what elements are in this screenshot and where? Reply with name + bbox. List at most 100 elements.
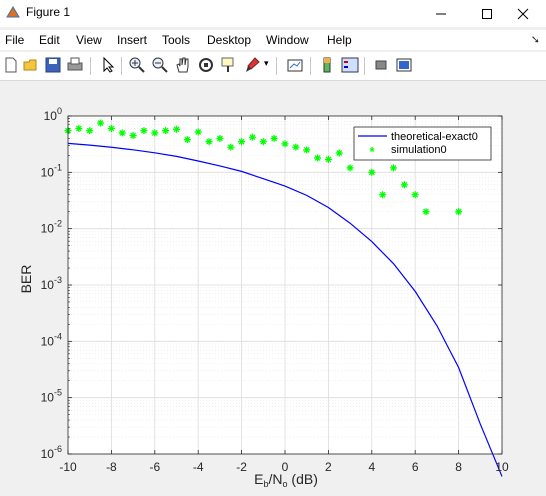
menu-view[interactable]: View xyxy=(76,33,102,47)
y-tick-label: 10-2 xyxy=(41,219,62,236)
x-axis-label: Eb/No (dB) xyxy=(254,471,318,489)
sim-marker xyxy=(248,133,256,141)
menu-file[interactable]: File xyxy=(5,33,25,47)
minimize-button[interactable] xyxy=(418,0,464,27)
pan-hand-icon[interactable] xyxy=(174,56,192,74)
legend-box xyxy=(353,126,492,161)
menu-dock-arrow-icon[interactable]: ➘ xyxy=(530,34,540,46)
figure-toolbar: ▾ xyxy=(0,52,546,81)
close-icon xyxy=(517,8,529,20)
sim-marker xyxy=(205,138,213,146)
minimize-icon xyxy=(436,13,446,15)
x-tick-label: 6 xyxy=(412,460,419,474)
toolbar-separator xyxy=(90,57,91,75)
toolbar-separator xyxy=(276,57,277,75)
colorbar-icon[interactable] xyxy=(318,56,336,74)
maximize-icon xyxy=(482,9,492,19)
legend-sim-swatch: * xyxy=(369,144,375,159)
sim-marker xyxy=(107,124,115,132)
figure-canvas: -10 -8 -6 -4 -2 0 2 4 6 8 10 100 10-1 10-2 10-3 10-4 10-… xyxy=(0,81,546,491)
y-tick-label: 10-6 xyxy=(41,444,62,461)
sim-marker xyxy=(118,129,126,137)
sim-marker xyxy=(173,125,180,133)
x-tick-label: 4 xyxy=(368,460,375,474)
menu-insert[interactable]: Insert xyxy=(117,33,148,47)
y-tick-label: 10-5 xyxy=(41,388,62,405)
legend-theory-label: theoretical-exact0 xyxy=(391,131,478,143)
sim-marker xyxy=(292,143,300,151)
sim-marker xyxy=(75,124,83,132)
legend-icon[interactable] xyxy=(341,56,359,74)
close-button[interactable] xyxy=(500,0,546,27)
sim-marker xyxy=(400,181,408,189)
open-file-icon[interactable] xyxy=(22,56,40,74)
sim-marker xyxy=(270,134,278,142)
hide-plot-tools-icon[interactable] xyxy=(372,56,390,74)
menu-desktop[interactable]: Desktop xyxy=(207,33,252,47)
data-cursor-icon[interactable] xyxy=(220,56,238,74)
sim-marker xyxy=(455,208,463,216)
new-figure-icon[interactable] xyxy=(2,56,20,74)
y-tick-label: 100 xyxy=(44,106,62,123)
sim-marker xyxy=(216,134,224,142)
menu-tools[interactable]: Tools xyxy=(162,33,191,47)
y-tick-label: 10-3 xyxy=(41,275,62,292)
grid xyxy=(68,116,502,454)
x-tick-label: 0 xyxy=(282,460,289,474)
show-plot-tools-icon[interactable] xyxy=(395,56,413,74)
x-tick-label: -10 xyxy=(59,460,77,474)
series-simulation0-markers xyxy=(64,119,463,216)
sim-marker xyxy=(238,138,246,146)
sim-marker xyxy=(227,143,235,151)
x-tick-label: -8 xyxy=(106,460,117,474)
brush-dropdown-icon[interactable]: ▾ xyxy=(264,58,269,68)
axis-ticks: -10 -8 -6 -4 -2 0 2 4 6 8 10 100 10-1 10-2 10-3 10-4 10-… xyxy=(41,106,509,474)
matlab-app-icon xyxy=(6,6,20,18)
sim-marker xyxy=(335,149,343,157)
sim-marker xyxy=(194,128,202,136)
x-tick-label: 10 xyxy=(495,460,509,474)
plot-svg[interactable]: -10 -8 -6 -4 -2 0 2 4 6 8 10 100 10-1 10-2 10-3 10-4 10-… xyxy=(0,81,546,491)
sim-marker xyxy=(422,208,430,216)
toolbar-separator xyxy=(364,57,365,75)
y-tick-label: 10-1 xyxy=(41,162,62,179)
x-tick-label: -4 xyxy=(193,460,204,474)
window-title: Figure 1 xyxy=(26,5,71,19)
sim-marker xyxy=(97,119,105,127)
x-tick-label: -6 xyxy=(149,460,160,474)
series-theoretical-exact0-line xyxy=(67,142,503,477)
zoom-out-icon[interactable] xyxy=(151,56,169,74)
sim-marker xyxy=(390,164,397,172)
maximize-button[interactable] xyxy=(464,0,510,27)
sim-marker xyxy=(314,154,322,162)
sim-marker xyxy=(162,127,170,135)
x-tick-label: 2 xyxy=(325,460,332,474)
print-icon[interactable] xyxy=(66,56,84,74)
sim-marker xyxy=(281,140,289,148)
x-tick-label: 8 xyxy=(455,460,462,474)
sim-marker xyxy=(346,164,354,172)
save-icon[interactable] xyxy=(44,56,62,74)
window-titlebar: Figure 1 xyxy=(0,0,546,27)
menu-edit[interactable]: Edit xyxy=(39,33,60,47)
rotate-3d-icon[interactable] xyxy=(197,56,215,74)
y-tick-label: 10-4 xyxy=(41,331,62,348)
sim-marker xyxy=(368,168,376,176)
sim-marker xyxy=(86,127,94,135)
sim-marker xyxy=(129,132,137,140)
sim-marker xyxy=(151,129,159,137)
menu-window[interactable]: Window xyxy=(266,33,309,47)
zoom-in-icon[interactable] xyxy=(128,56,146,74)
sim-marker xyxy=(411,191,419,199)
link-plot-icon[interactable] xyxy=(286,56,304,74)
sim-marker xyxy=(324,155,332,163)
menu-help[interactable]: Help xyxy=(327,33,352,47)
legend[interactable]: theoretical-exact0 * simulation0 xyxy=(353,126,492,161)
toolbar-separator xyxy=(121,57,122,75)
select-arrow-icon[interactable] xyxy=(99,56,117,74)
brush-icon[interactable] xyxy=(243,56,261,74)
x-tick-label: -2 xyxy=(236,460,247,474)
sim-marker xyxy=(140,127,148,135)
legend-sim-label: simulation0 xyxy=(391,144,447,156)
sim-marker xyxy=(379,191,387,199)
